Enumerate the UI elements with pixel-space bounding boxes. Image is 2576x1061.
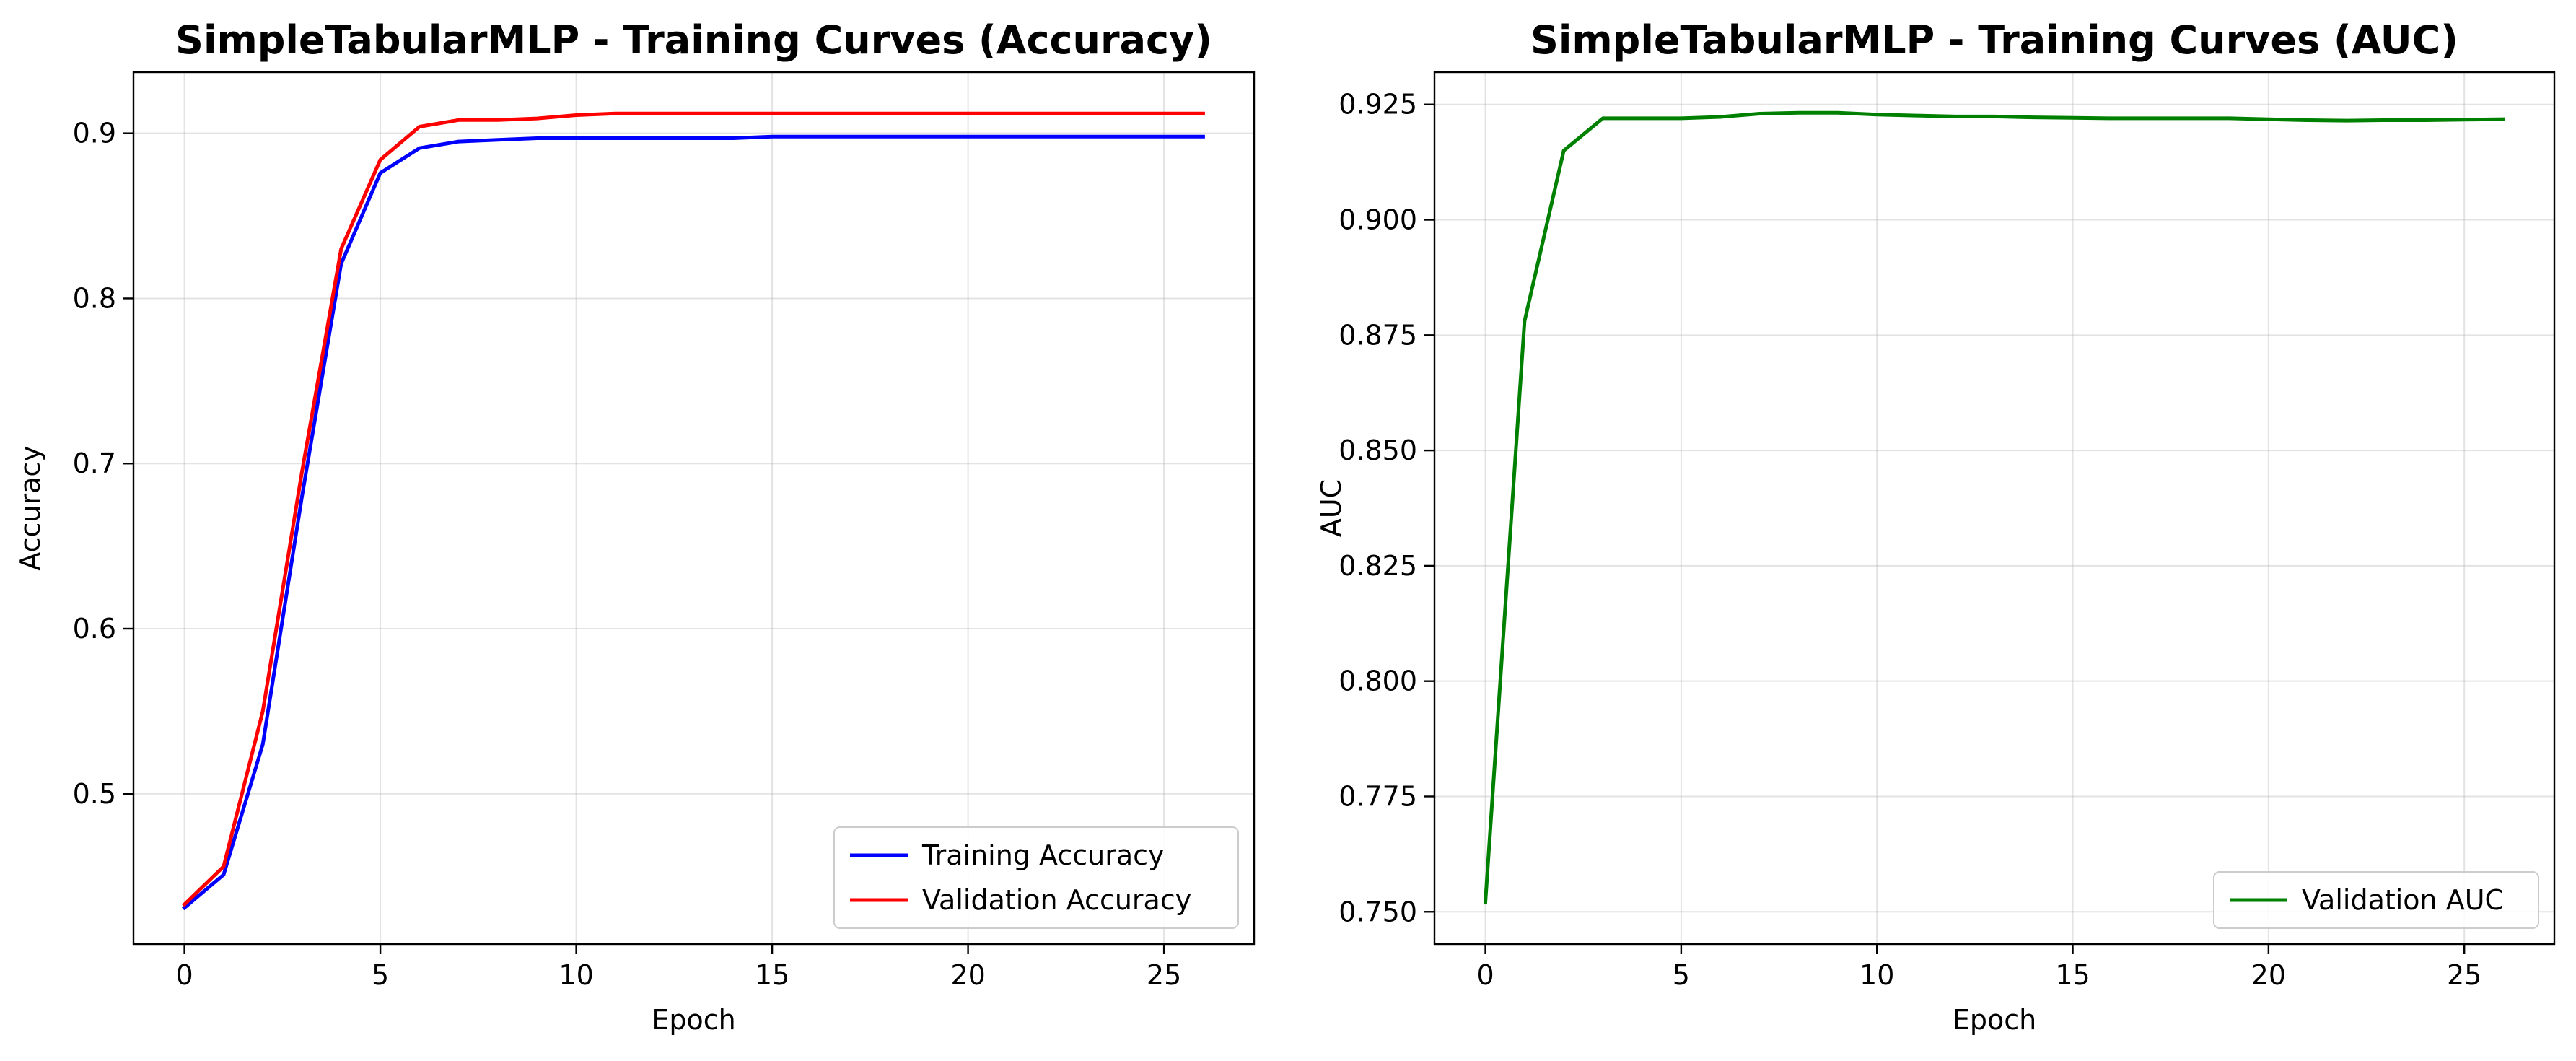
- legend-label: Validation Accuracy: [922, 884, 1191, 916]
- plot-frame: [132, 71, 1256, 946]
- chart-panel-1: 0 5 10 15 20 25 0.5 0.6 0.7 0.8 0.9 SimpleTabularML…: [14, 17, 1256, 1036]
- x-tick-label: 5: [372, 959, 389, 991]
- legend-label: Training Accuracy: [921, 839, 1165, 871]
- y-tick-label: 0.8: [73, 282, 116, 314]
- legend-box: [833, 826, 1239, 929]
- plot-frame: [1433, 71, 2556, 946]
- x-tick-label: 10: [1859, 959, 1894, 991]
- x-tick-label: 20: [2251, 959, 2286, 991]
- x-tick-label: 10: [558, 959, 593, 991]
- x-tick-label: 0: [175, 959, 193, 991]
- series-line-1: [1483, 110, 2506, 905]
- y-tick-label: 0.800: [1339, 665, 1417, 697]
- chart-panel-2: 0 5 10 15 20 25 0.750 0.775 0.800 0.825 0.850 0.875…: [1315, 17, 2556, 1036]
- y-tick-label: 0.6: [73, 613, 116, 645]
- legend-label: Validation AUC: [2302, 884, 2504, 916]
- y-tick-label: 0.9: [73, 118, 116, 149]
- legend: Training Accuracy Validation Accuracy: [833, 826, 1239, 929]
- x-tick-label: 25: [1147, 959, 1181, 991]
- y-axis-label: AUC: [1315, 479, 1347, 537]
- x-tick-label: 25: [2447, 959, 2481, 991]
- chart-title: SimpleTabularMLP - Training Curves (AUC): [1530, 17, 2458, 63]
- y-tick-label: 0.5: [73, 778, 116, 810]
- y-tick-label: 0.825: [1339, 550, 1417, 582]
- x-tick-label: 0: [1476, 959, 1494, 991]
- legend-box: [2213, 871, 2539, 929]
- y-tick-label: 0.850: [1339, 435, 1417, 466]
- x-tick-label: 15: [2055, 959, 2090, 991]
- x-tick-label: 15: [755, 959, 789, 991]
- y-axis-label: Accuracy: [14, 445, 46, 571]
- x-tick-label: 20: [950, 959, 985, 991]
- x-axis-label: Epoch: [1953, 1004, 2036, 1036]
- chart-title: SimpleTabularMLP - Training Curves (Accu…: [175, 17, 1212, 63]
- y-tick-label: 0.900: [1339, 204, 1417, 236]
- y-tick-label: 0.925: [1339, 89, 1417, 121]
- legend: Validation AUC: [2213, 871, 2539, 929]
- x-tick-label: 5: [1673, 959, 1690, 991]
- y-tick-label: 0.750: [1339, 896, 1417, 927]
- y-tick-label: 0.875: [1339, 319, 1417, 351]
- series-line-1: [182, 134, 1205, 911]
- series-line-2: [182, 111, 1205, 907]
- x-axis-label: Epoch: [652, 1004, 735, 1036]
- y-tick-label: 0.7: [73, 447, 116, 479]
- y-tick-label: 0.775: [1339, 780, 1417, 812]
